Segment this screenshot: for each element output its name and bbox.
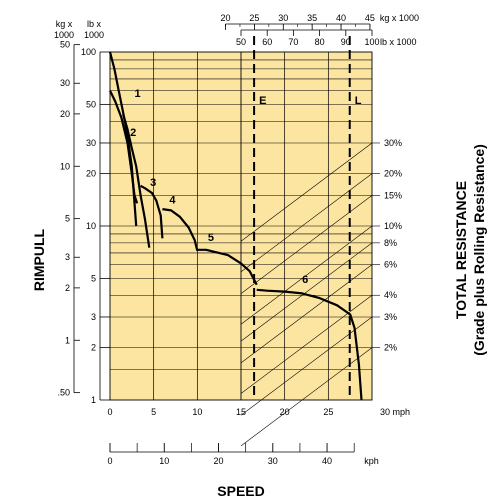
mph-tick-label: 25 (323, 407, 333, 417)
kph-tick-label: 40 (322, 456, 332, 466)
right-axis-title-2: (Grade plus Rolling Resistance) (471, 144, 487, 356)
kg-axis-tick-label: 3 (65, 252, 70, 262)
grid-lines (110, 52, 372, 400)
lb-axis-tick-label: 10 (86, 221, 96, 231)
kg-axis-unit: kg x (56, 19, 73, 29)
lb-weight-unit: lb x 1000 (380, 37, 417, 47)
kg-axis-tick-label: 5 (65, 214, 70, 224)
right-axis-title-1: TOTAL RESISTANCE (453, 181, 469, 319)
resistance-label: 8% (384, 238, 397, 248)
x-axis-title: SPEED (217, 483, 264, 499)
resistance-line (240, 225, 373, 325)
curve-label-6: 6 (302, 274, 308, 286)
kg-weight-tick-label: 30 (278, 13, 288, 23)
kg-axis-tick-label: .50 (57, 388, 70, 398)
curve-label-1: 1 (134, 88, 140, 100)
rimpull-curve-3 (140, 184, 164, 239)
lb-weight-tick-label: 50 (236, 37, 246, 47)
curve-label-3: 3 (150, 177, 156, 189)
kph-tick-label: 0 (107, 456, 112, 466)
resistance-line (240, 242, 373, 342)
kg-axis-unit-2: 1000 (54, 30, 74, 40)
lb-weight-tick-label: 100 (364, 37, 379, 47)
lb-axis-unit-2: 1000 (84, 30, 104, 40)
kph-tick-label: 20 (214, 456, 224, 466)
rimpull-curves (108, 51, 363, 401)
rimpull-curve-2 (122, 113, 151, 248)
kg-weight-tick-label: 35 (307, 13, 317, 23)
lb-axis-tick-label: 3 (91, 312, 96, 322)
curve-label-4: 4 (169, 194, 176, 206)
kg-axis-tick-label: 30 (60, 78, 70, 88)
curve-label-5: 5 (208, 232, 214, 244)
axes (73, 23, 373, 453)
rimpull-curve-6 (256, 288, 363, 401)
lb-weight-tick-label: 80 (315, 37, 325, 47)
lb-weight-tick-label: 70 (288, 37, 298, 47)
resistance-label: 15% (384, 190, 402, 200)
kg-weight-tick-label: 20 (221, 13, 231, 23)
mph-tick-label: 0 (107, 407, 112, 417)
resistance-label: 2% (384, 343, 397, 353)
resistance-label: 30% (384, 138, 402, 148)
mph-tick-label: 10 (192, 407, 202, 417)
resistance-line (240, 173, 373, 273)
lb-weight-tick-label: 60 (262, 37, 272, 47)
resistance-label: 10% (384, 221, 402, 231)
lb-axis-tick-label: 2 (91, 343, 96, 353)
resistance-line (240, 295, 373, 394)
kg-weight-tick-label: 40 (336, 13, 346, 23)
resistance-label: 3% (384, 312, 397, 322)
kg-weight-unit: kg x 1000 (380, 13, 419, 23)
lb-axis-tick-label: 20 (86, 169, 96, 179)
kg-weight-tick-label: 25 (249, 13, 259, 23)
resistance-line (240, 142, 373, 242)
rimpull-curve-5 (197, 248, 258, 286)
kg-axis-tick-label: 1 (65, 335, 70, 345)
resistance-lines: 30% 20% 15% 10% 8% 6% 4% 3% 2% (240, 138, 402, 447)
mph-tick-label: 5 (151, 407, 156, 417)
curve-labels: 1 2 3 4 5 6 (130, 88, 308, 286)
lb-axis-tick-label: 1 (91, 395, 96, 405)
kg-axis-tick-label: 50 (60, 40, 70, 50)
lb-axis-unit: lb x (87, 19, 102, 29)
lb-axis-tick-label: 30 (86, 138, 96, 148)
resistance-label: 20% (384, 169, 402, 179)
kph-tick-label: 30 (268, 456, 278, 466)
y-axis-title: RIMPULL (31, 228, 47, 291)
kg-weight-tick-label: 45 (365, 13, 375, 23)
kg-axis-tick-label: 20 (60, 109, 70, 119)
resistance-label: 4% (384, 290, 397, 300)
resistance-label: 6% (384, 260, 397, 270)
mph-tick-label: 20 (280, 407, 290, 417)
rimpull-curve-1 (109, 90, 139, 204)
weight-marker-label: E (259, 95, 266, 107)
weight-marker-label: L (355, 95, 362, 107)
mph-tick-label: 30 mph (380, 407, 410, 417)
kg-axis-tick-label: 10 (60, 161, 70, 171)
lb-axis-tick-label: 50 (86, 99, 96, 109)
lb-weight-tick-label: 90 (341, 37, 351, 47)
kph-tick-label: 10 (159, 456, 169, 466)
rimpull-curve-4 (162, 208, 199, 252)
kg-axis-tick-label: 2 (65, 283, 70, 293)
lb-axis-tick-label: 5 (91, 273, 96, 283)
lb-axis-tick-label: 100 (81, 47, 96, 57)
mph-tick-label: 15 (236, 407, 246, 417)
kph-unit: kph (364, 456, 379, 466)
curve-label-2: 2 (130, 127, 136, 139)
